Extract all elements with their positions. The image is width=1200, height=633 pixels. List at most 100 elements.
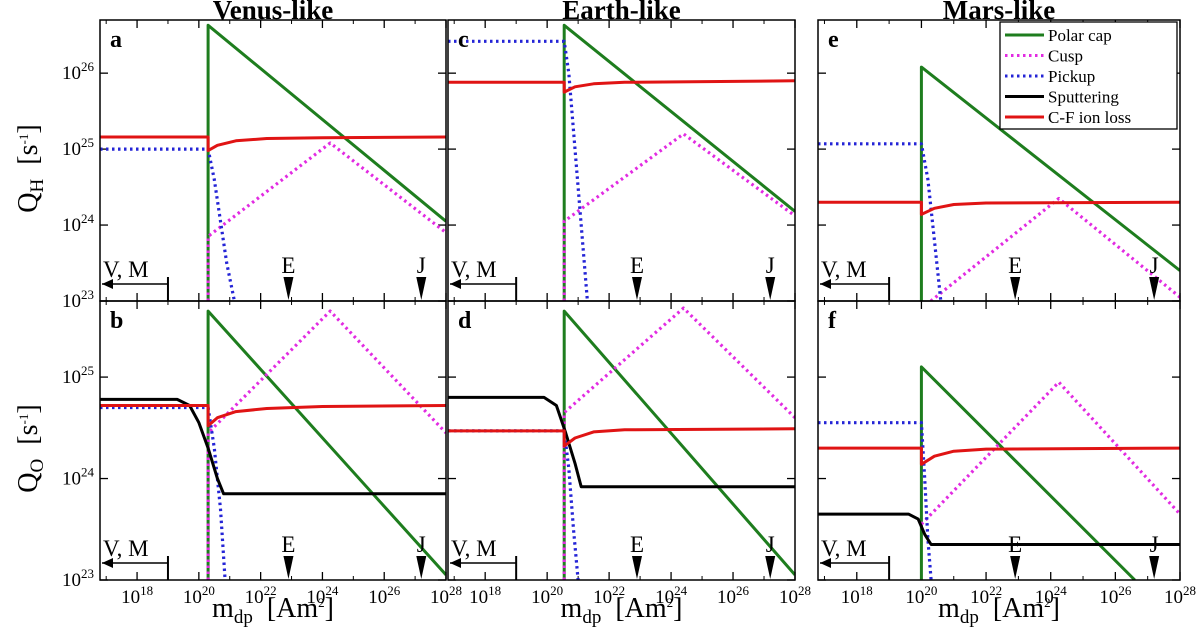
panel-frame	[447, 300, 796, 581]
x-tick-label: 1028	[1164, 583, 1196, 608]
marker-triangle-E	[1010, 277, 1021, 300]
x-tick-label: 1018	[469, 583, 501, 608]
series-pickup-c	[448, 39, 589, 301]
x-tick-label: 1024	[306, 583, 339, 608]
series-group	[818, 365, 1180, 580]
y-axis-label-1: QO [s-1]	[13, 404, 48, 492]
series-c-f-ion-loss-a	[100, 135, 446, 153]
x-tick-label: 1022	[970, 583, 1002, 608]
marker-triangle-J	[416, 556, 427, 579]
y-axis-label-0: QH [s-1]	[13, 124, 48, 212]
x-tick-label: 1022	[593, 583, 625, 608]
x-tick-label: 1020	[183, 583, 215, 608]
marker-label-E: E	[1008, 253, 1022, 278]
series-pickup-b	[100, 405, 227, 580]
x-tick-label: 1024	[1035, 583, 1068, 608]
marker-label-E: E	[630, 253, 644, 278]
x-tick-label: 1028	[430, 583, 462, 608]
x-tick-label: 1020	[531, 583, 563, 608]
series-pickup-e	[818, 142, 943, 301]
series-sputtering-b	[100, 397, 446, 496]
series-c-f-ion-loss-b	[100, 404, 446, 428]
marker-label-E: E	[630, 532, 644, 557]
marker-triangle-E	[1010, 556, 1021, 579]
series-group	[100, 309, 446, 580]
x-tick-label: 1026	[717, 583, 750, 608]
marker-vm-arrowhead	[450, 279, 461, 289]
column-title-2: Mars-like	[943, 0, 1055, 25]
y-tick-label: 1025	[62, 363, 94, 388]
panel-f: f V, M E J	[817, 300, 1181, 581]
panel-frame	[817, 300, 1181, 581]
marker-label-J: J	[417, 253, 426, 278]
x-tick-label: 1018	[841, 583, 873, 608]
marker-triangle-J	[1149, 277, 1160, 300]
series-c-f-ion-loss-e	[818, 200, 1180, 216]
column-title-1: Earth-like	[562, 0, 681, 25]
panel-c: c V, M E J	[447, 19, 796, 302]
y-tick-label: 1023	[62, 566, 94, 591]
series-polar-cap-d	[562, 309, 795, 580]
marker-label-vm: V, M	[821, 257, 867, 282]
marker-label-vm: V, M	[103, 536, 149, 561]
x-axis-label-0: mdp [Am2]	[212, 593, 334, 628]
panel-letter-a: a	[110, 27, 122, 53]
series-cusp-d	[562, 306, 795, 580]
panel-a: a V, M E J	[99, 19, 447, 302]
panel-letter-e: e	[828, 27, 839, 53]
legend-entry-1: Cusp	[1048, 47, 1083, 66]
x-tick-label: 1026	[368, 583, 401, 608]
marker-triangle-J	[416, 277, 427, 300]
x-tick-label: 1028	[779, 583, 811, 608]
marker-triangle-E	[631, 277, 642, 300]
legend-entry-2: Pickup	[1048, 67, 1095, 86]
series-sputtering-f	[818, 512, 1180, 546]
marker-vm-arrowhead	[820, 279, 831, 289]
marker-vm-arrowhead	[102, 279, 113, 289]
panel-d: d V, M E J	[447, 300, 796, 581]
marker-label-E: E	[1008, 532, 1022, 557]
y-tick-label: 1024	[62, 211, 95, 236]
panel-frame	[99, 19, 447, 302]
series-polar-cap-c	[562, 23, 795, 301]
x-axis-label-2: mdp [Am2]	[938, 593, 1060, 628]
panel-b: b V, M E J	[99, 300, 447, 581]
marker-vm-arrowhead	[820, 558, 831, 568]
series-c-f-ion-loss-d	[448, 427, 795, 448]
marker-triangle-J	[1149, 556, 1160, 579]
marker-triangle-E	[283, 556, 294, 579]
marker-label-vm: V, M	[103, 257, 149, 282]
y-tick-label: 1025	[62, 135, 94, 160]
panel-frame	[447, 19, 796, 302]
panel-frame	[99, 300, 447, 581]
series-c-f-ion-loss-c	[448, 79, 795, 94]
marker-triangle-E	[283, 277, 294, 300]
series-group	[100, 23, 446, 301]
series-group	[448, 306, 795, 580]
legend-entry-0: Polar cap	[1048, 26, 1112, 45]
series-sputtering-d	[448, 395, 795, 489]
marker-label-vm: V, M	[451, 257, 497, 282]
x-axis-label-1: mdp [Am2]	[561, 593, 683, 628]
series-pickup-a	[100, 147, 236, 301]
marker-label-J: J	[1150, 253, 1159, 278]
marker-label-J: J	[1150, 532, 1159, 557]
marker-triangle-J	[765, 556, 776, 579]
legend-entry-4: C-F ion loss	[1048, 108, 1131, 127]
series-cusp-e	[928, 196, 1180, 301]
x-tick-label: 1018	[121, 583, 153, 608]
marker-triangle-E	[631, 556, 642, 579]
series-c-f-ion-loss-f	[818, 446, 1180, 466]
series-polar-cap-b	[206, 309, 446, 580]
series-group	[818, 65, 1180, 301]
x-tick-label: 1022	[245, 583, 277, 608]
marker-label-J: J	[766, 532, 775, 557]
panel-letter-f: f	[828, 308, 837, 334]
marker-vm-arrowhead	[450, 558, 461, 568]
marker-vm-arrowhead	[102, 558, 113, 568]
series-polar-cap-f	[919, 365, 1136, 580]
series-cusp-b	[206, 309, 446, 580]
marker-label-J: J	[417, 532, 426, 557]
